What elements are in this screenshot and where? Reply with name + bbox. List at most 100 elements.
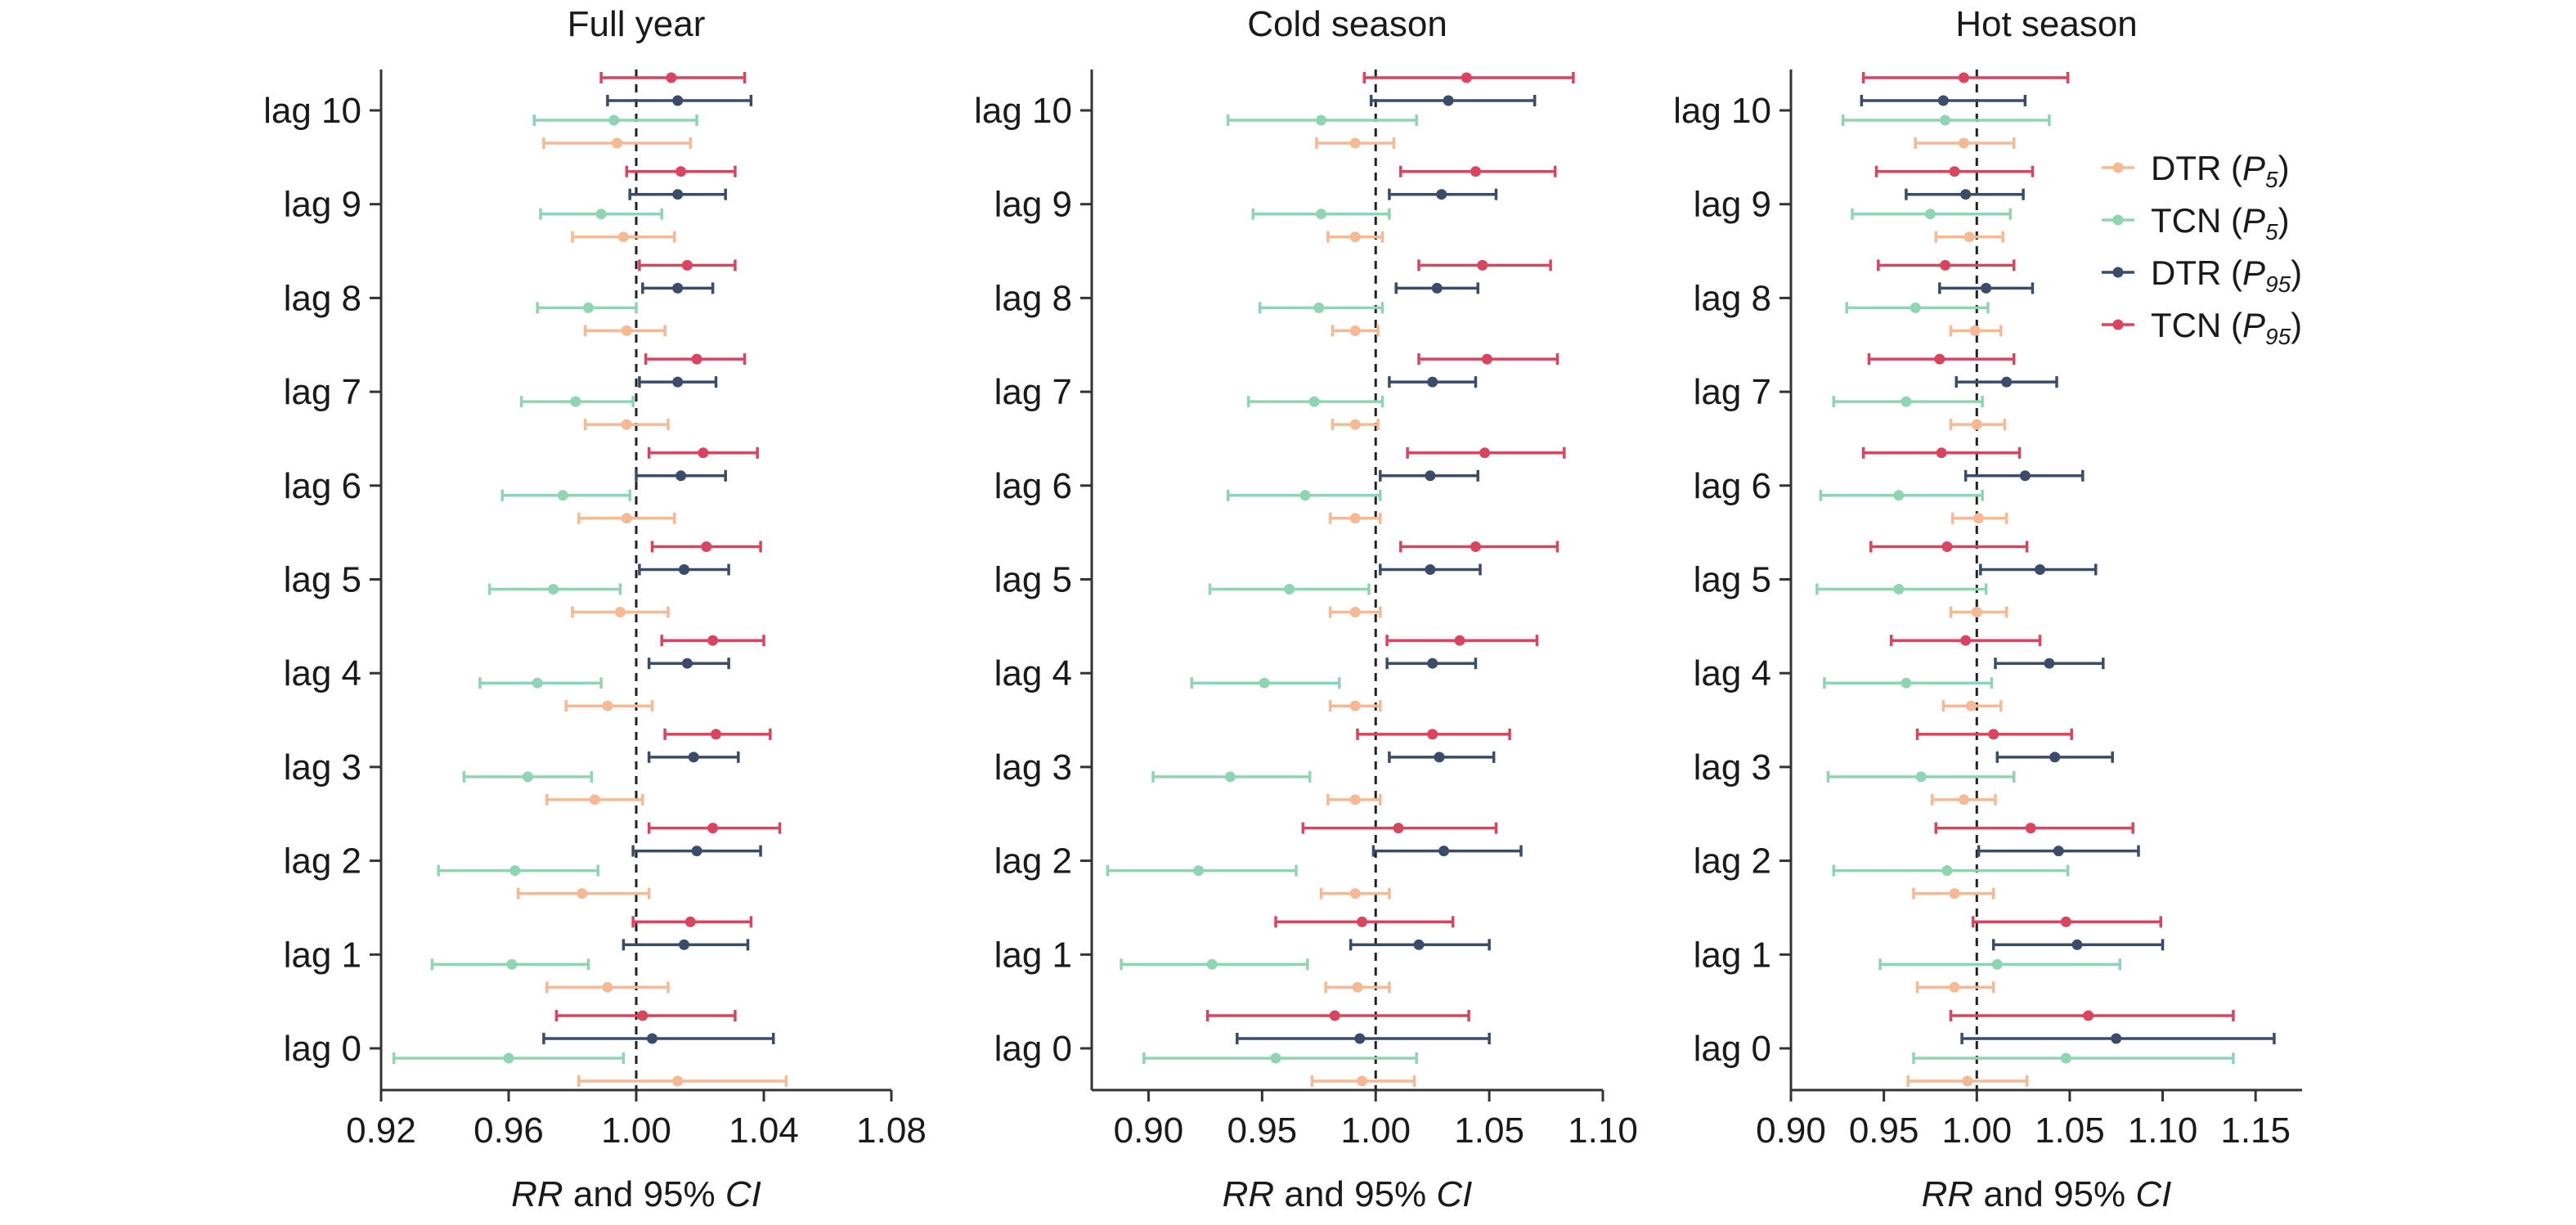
ci-mark-tcn_p5 bbox=[1878, 958, 2122, 971]
ci-mark-dtr_p5 bbox=[577, 512, 676, 524]
point-estimate bbox=[1349, 137, 1361, 149]
point-estimate bbox=[1936, 447, 1947, 459]
ci-mark-dtr_p95 bbox=[1938, 282, 2035, 294]
point-estimate bbox=[1349, 231, 1361, 243]
point-estimate bbox=[1425, 564, 1436, 575]
point-estimate bbox=[2025, 823, 2036, 834]
legend-swatch-marker bbox=[2112, 267, 2124, 278]
point-estimate bbox=[1329, 1010, 1340, 1021]
ci-mark-tcn_p95 bbox=[1915, 728, 2073, 740]
ci-mark-dtr_p5 bbox=[1328, 700, 1382, 712]
ci-mark-tcn_p5 bbox=[1832, 396, 1984, 408]
lag-label: lag 6 bbox=[1694, 466, 1771, 506]
point-estimate bbox=[617, 231, 629, 243]
point-estimate bbox=[1206, 958, 1218, 970]
ci-mark-tcn_p95 bbox=[647, 446, 759, 459]
lag-label: lag 3 bbox=[994, 747, 1072, 788]
point-estimate bbox=[503, 1052, 514, 1064]
point-estimate bbox=[2049, 752, 2061, 763]
ci-mark-dtr_p95 bbox=[1388, 751, 1496, 763]
ci-mark-tcn_p5 bbox=[1832, 864, 2070, 877]
legend-label: DTR (P95) bbox=[2151, 254, 2302, 297]
ci-mark-tcn_p5 bbox=[1142, 1052, 1418, 1064]
point-estimate bbox=[1934, 353, 1945, 365]
legend-swatch-marker bbox=[2112, 162, 2124, 173]
ci-mark-dtr_p95 bbox=[1349, 939, 1491, 951]
ci-mark-dtr_p5 bbox=[1949, 325, 2003, 337]
point-estimate bbox=[666, 72, 677, 83]
point-estimate bbox=[1413, 939, 1425, 950]
point-estimate bbox=[1393, 823, 1404, 834]
ci-mark-dtr_p95 bbox=[628, 188, 727, 200]
ci-mark-tcn_p5 bbox=[430, 958, 590, 971]
point-estimate bbox=[570, 396, 581, 407]
point-estimate bbox=[522, 771, 533, 783]
lag-label: lag 4 bbox=[284, 653, 361, 693]
ci-mark-tcn_p95 bbox=[1356, 728, 1511, 740]
ci-mark-dtr_p5 bbox=[1906, 1075, 2029, 1087]
ci-mark-tcn_p5 bbox=[1120, 958, 1309, 971]
point-estimate bbox=[1349, 419, 1361, 430]
point-estimate bbox=[1461, 72, 1472, 83]
x-tick-label: 1.00 bbox=[601, 1111, 671, 1151]
ci-mark-tcn_p5 bbox=[1106, 864, 1298, 877]
point-estimate bbox=[2019, 470, 2031, 482]
legend-swatch-marker bbox=[2112, 214, 2124, 226]
ci-mark-dtr_p5 bbox=[1331, 325, 1380, 337]
point-estimate bbox=[1470, 166, 1481, 177]
point-estimate bbox=[1949, 166, 1960, 177]
lag-label: lag 10 bbox=[263, 91, 361, 131]
ci-mark-tcn_p5 bbox=[1226, 489, 1382, 501]
ci-mark-dtr_p5 bbox=[1319, 887, 1391, 900]
x-tick-label: 1.10 bbox=[1568, 1111, 1638, 1151]
point-estimate bbox=[1958, 794, 1969, 805]
point-estimate bbox=[1477, 259, 1488, 271]
lag-label: lag 8 bbox=[284, 278, 361, 318]
ci-mark-dtr_p5 bbox=[1328, 512, 1382, 524]
point-estimate bbox=[621, 325, 632, 336]
point-estimate bbox=[1915, 771, 1927, 783]
point-estimate bbox=[691, 353, 702, 365]
point-estimate bbox=[1949, 981, 1960, 993]
ci-mark-tcn_p5 bbox=[1826, 770, 2016, 783]
point-estimate bbox=[1965, 700, 1977, 711]
ci-mark-dtr_p95 bbox=[641, 282, 715, 294]
point-estimate bbox=[615, 607, 626, 617]
ci-mark-tcn_p5 bbox=[1841, 114, 2051, 126]
x-tick-label: 1.15 bbox=[2220, 1111, 2291, 1151]
point-estimate bbox=[672, 376, 684, 388]
point-estimate bbox=[637, 1010, 648, 1021]
point-estimate bbox=[684, 916, 696, 927]
point-estimate bbox=[548, 584, 559, 595]
lag-label: lag 0 bbox=[994, 1029, 1072, 1069]
point-estimate bbox=[1349, 700, 1361, 711]
ci-mark-dtr_p95 bbox=[1963, 469, 2085, 482]
point-estimate bbox=[1901, 396, 1912, 407]
lag-label: lag 7 bbox=[994, 372, 1072, 412]
ci-mark-dtr_p95 bbox=[1371, 845, 1523, 857]
point-estimate bbox=[1349, 513, 1361, 524]
ci-mark-tcn_p5 bbox=[532, 114, 698, 126]
legend-label: DTR (P5) bbox=[2151, 149, 2290, 192]
ci-mark-dtr_p5 bbox=[1326, 231, 1384, 243]
ci-mark-tcn_p95 bbox=[1406, 446, 1566, 459]
point-estimate bbox=[1481, 353, 1492, 365]
panel-cold-season: Cold season 0.90 0.95 1.00 1.05 1.10 RR and 95… bbox=[974, 4, 1638, 1214]
point-estimate bbox=[707, 635, 719, 646]
ci-mark-dtr_p95 bbox=[622, 939, 750, 951]
x-tick-label: 1.04 bbox=[729, 1111, 799, 1151]
ci-mark-tcn_p95 bbox=[1385, 635, 1539, 647]
point-estimate bbox=[1893, 490, 1905, 501]
point-estimate bbox=[2035, 564, 2046, 575]
ci-mark-dtr_p5 bbox=[1326, 793, 1382, 805]
point-estimate bbox=[1438, 846, 1450, 857]
ci-mark-tcn_p95 bbox=[650, 541, 762, 553]
lag-label: lag 8 bbox=[994, 278, 1072, 318]
point-estimate bbox=[679, 564, 689, 575]
point-estimate bbox=[1960, 635, 1972, 646]
lag-label: lag 7 bbox=[1694, 372, 1771, 412]
ci-mark-tcn_p95 bbox=[1861, 446, 2022, 459]
ci-mark-tcn_p95 bbox=[1301, 822, 1498, 834]
point-estimate bbox=[672, 95, 684, 106]
